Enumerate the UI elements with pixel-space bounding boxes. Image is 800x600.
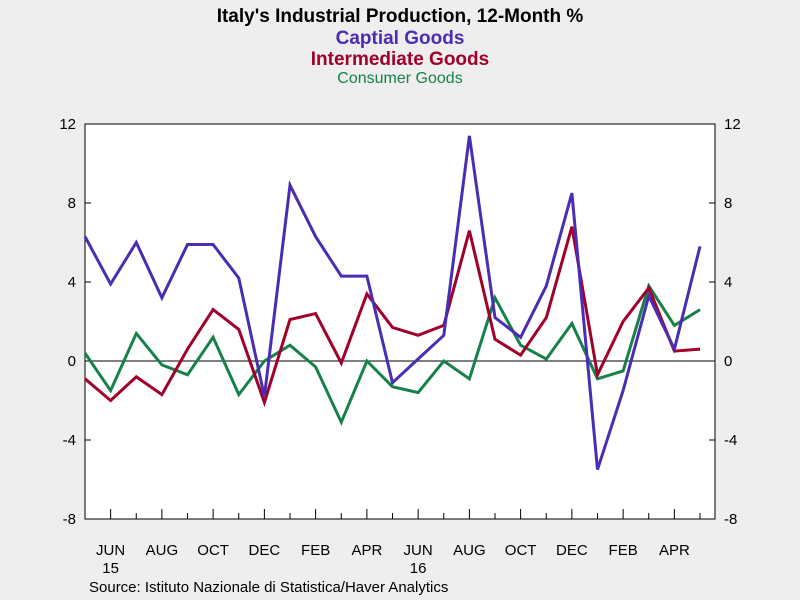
- y-tick-label-left: 0: [68, 353, 76, 370]
- series-line-consumer-goods: [83, 282, 701, 426]
- x-tick-label: OCT: [197, 542, 229, 559]
- x-tick-label: AUG: [453, 542, 486, 559]
- x-tick-label: AUG: [146, 542, 179, 559]
- x-tick-label: DEC: [556, 542, 588, 559]
- y-tick-label-left: -8: [63, 511, 76, 528]
- series-line-capital-goods: [83, 135, 702, 471]
- series-lines: [83, 135, 702, 471]
- y-tick-label-right: -8: [724, 511, 737, 528]
- x-tick-year-label: 16: [410, 560, 427, 577]
- source-note: Source: Istituto Nazionale di Statistica…: [89, 579, 448, 596]
- x-tick-label: FEB: [609, 542, 638, 559]
- x-tick-label: JUN: [404, 542, 433, 559]
- y-tick-label-right: 8: [724, 195, 732, 212]
- legend-entry-consumer-goods: Consumer Goods: [337, 70, 462, 87]
- x-tick-year-label: 15: [102, 560, 119, 577]
- y-tick-label-left: 12: [59, 116, 76, 133]
- x-tick-label: FEB: [301, 542, 330, 559]
- x-tick-label: JUN: [96, 542, 125, 559]
- x-tick-label: APR: [659, 542, 690, 559]
- x-tick-label: DEC: [249, 542, 281, 559]
- y-tick-label-right: 0: [724, 353, 732, 370]
- y-tick-label-right: -4: [724, 432, 737, 449]
- y-tick-label-right: 4: [724, 274, 732, 291]
- x-tick-label: APR: [351, 542, 382, 559]
- y-tick-label-left: 8: [68, 195, 76, 212]
- chart-title: Italy's Industrial Production, 12-Month …: [217, 6, 584, 27]
- y-tick-label-left: 4: [68, 274, 76, 291]
- plot-area: [84, 123, 716, 520]
- series-line-intermediate-goods: [84, 226, 701, 408]
- legend-entry-intermediate-goods: Intermediate Goods: [311, 49, 489, 70]
- y-tick-label-right: 12: [724, 116, 741, 133]
- y-tick-label-left: -4: [63, 432, 76, 449]
- legend-entry-capital-goods: Captial Goods: [336, 28, 465, 49]
- x-tick-label: OCT: [505, 542, 537, 559]
